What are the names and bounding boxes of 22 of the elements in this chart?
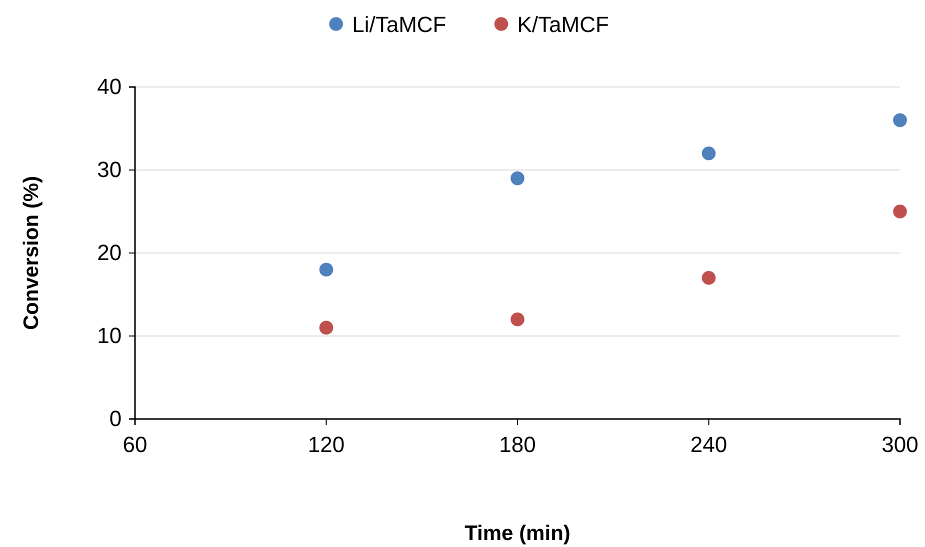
x-axis-title: Time (min) bbox=[464, 522, 570, 545]
x-tick-label: 60 bbox=[122, 432, 148, 458]
x-tick-label: 180 bbox=[499, 432, 536, 458]
legend-label: K/TaMCF bbox=[517, 12, 609, 37]
point bbox=[319, 262, 334, 276]
point bbox=[510, 171, 524, 186]
y-tick-label: 40 bbox=[97, 74, 122, 100]
x-tick-label: 300 bbox=[882, 432, 918, 458]
point bbox=[702, 271, 716, 285]
y-tick-label: 10 bbox=[97, 323, 122, 348]
point bbox=[702, 146, 716, 160]
y-tick-label: 0 bbox=[109, 406, 122, 432]
y-tick-label: 20 bbox=[97, 240, 122, 266]
x-tick-label: 120 bbox=[308, 432, 345, 458]
point bbox=[893, 113, 907, 128]
point bbox=[319, 320, 334, 335]
legend-label: Li/TaMCF bbox=[352, 12, 446, 37]
point bbox=[510, 312, 524, 326]
y-tick-label: 30 bbox=[97, 157, 122, 182]
x-tick-label: 240 bbox=[690, 432, 728, 458]
point bbox=[893, 204, 907, 218]
y-axis-title: Conversion (%) bbox=[20, 176, 43, 330]
